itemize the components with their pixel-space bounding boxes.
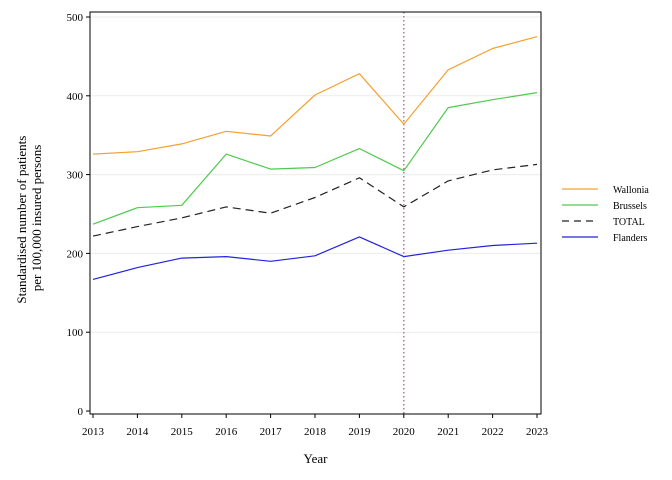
gridlines [90,16,541,333]
x-tick-label-2019: 2019 [348,426,371,438]
y-axis-title-line-2: per 100,000 insured persons [29,145,44,292]
x-tick-label-2017: 2017 [260,426,283,438]
y-tick-label-500: 500 [67,12,84,24]
y-axis-title-line-1: Standardised number of patients [14,136,29,304]
legend-label-total: TOTAL [613,217,645,228]
series-line-total [92,163,538,237]
x-tick-label-2022: 2022 [482,426,504,438]
legend-label-brussels: Brussels [613,201,647,212]
axes: 0 100 200 300 400 500 2013 2014 2015 2016 2017 2018… [67,12,549,438]
series-line-flanders [92,236,538,280]
series-line-wallonia [92,36,538,155]
series-line-brussels [92,92,538,225]
legend-label-flanders: Flanders [613,233,648,244]
plot-frame [89,11,542,415]
x-tick-label-2013: 2013 [82,426,105,438]
x-tick-label-2020: 2020 [393,426,416,438]
x-tick-label-2016: 2016 [215,426,238,438]
legend: Wallonia Brussels TOTAL Flanders [562,185,649,244]
y-axis-title: Standardised number of patients per 100,… [14,132,44,303]
y-tick-label-0: 0 [78,406,84,418]
x-tick-label-2014: 2014 [126,426,149,438]
x-tick-label-2015: 2015 [171,426,194,438]
y-tick-label-100: 100 [67,327,84,339]
x-tick-label-2021: 2021 [437,426,459,438]
x-axis-title: Year [304,451,329,466]
y-tick-label-300: 300 [67,170,84,182]
legend-label-wallonia: Wallonia [613,185,649,196]
x-tick-label-2023: 2023 [526,426,549,438]
y-tick-label-400: 400 [67,91,84,103]
y-tick-label-200: 200 [67,248,84,260]
series-layer [92,36,538,280]
x-tick-label-2018: 2018 [304,426,327,438]
